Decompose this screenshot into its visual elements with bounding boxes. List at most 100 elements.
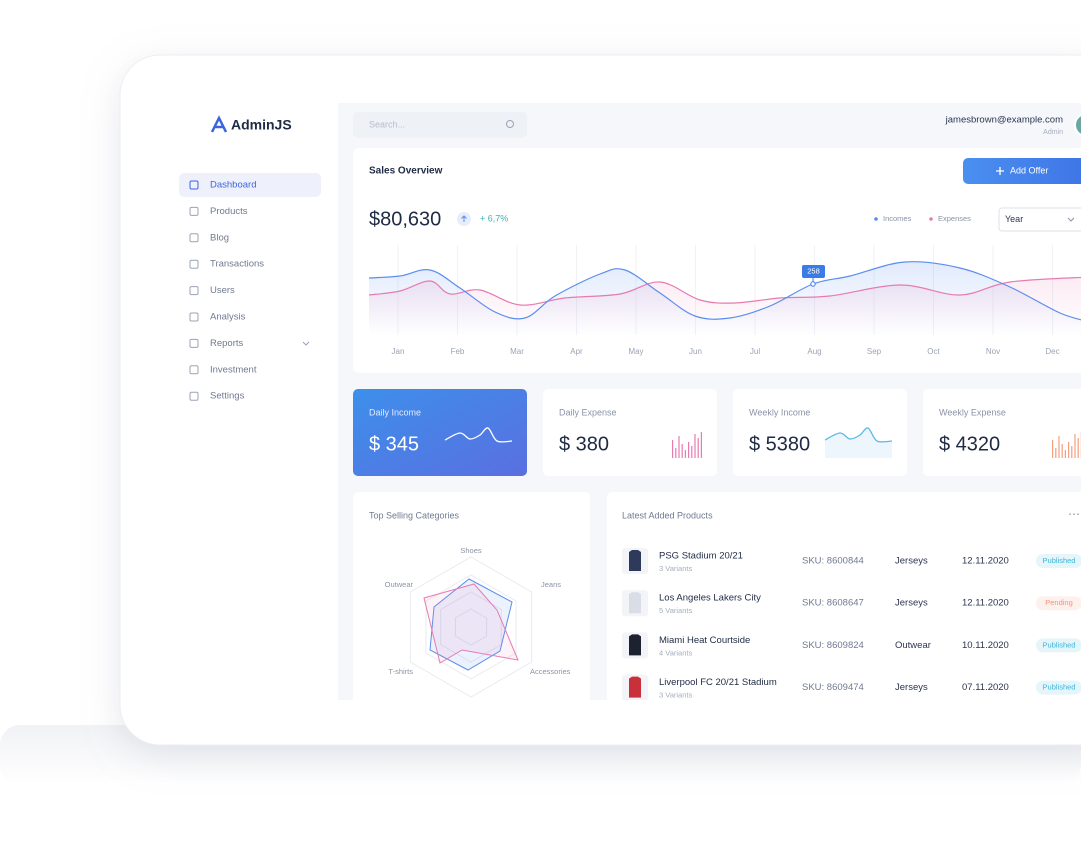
radar-axis-label: Shoes bbox=[460, 546, 482, 555]
sales-title: Sales Overview bbox=[369, 166, 443, 177]
expenses-area bbox=[369, 277, 1081, 335]
sparkbar bbox=[1077, 438, 1079, 458]
plus-icon bbox=[996, 167, 1004, 175]
nav-icon bbox=[189, 206, 199, 216]
status-pill bbox=[1036, 596, 1081, 611]
stat-label: Weekly Expense bbox=[939, 407, 1006, 417]
period-select[interactable] bbox=[998, 207, 1081, 232]
nav-item[interactable]: Reports bbox=[210, 338, 244, 349]
sparkbar bbox=[700, 432, 702, 458]
product-status: Published bbox=[1043, 683, 1076, 692]
nav-item[interactable]: Settings bbox=[210, 391, 245, 402]
product-variants: 5 Variants bbox=[659, 606, 692, 615]
nav-icon bbox=[189, 365, 199, 375]
legend-dot bbox=[929, 217, 933, 221]
sparkbar bbox=[1074, 434, 1076, 458]
stat-label: Weekly Income bbox=[749, 407, 810, 417]
top-selling-title: Top Selling Categories bbox=[369, 510, 460, 520]
stat-value: $ 345 bbox=[369, 433, 419, 455]
status-pill bbox=[1036, 680, 1081, 695]
incomes-line bbox=[368, 261, 1081, 321]
radar-axis-label: Outwear bbox=[385, 580, 414, 589]
stat-value: $ 4320 bbox=[939, 433, 1000, 455]
tooltip-value: 258 bbox=[807, 266, 820, 275]
sparkline-area bbox=[825, 427, 892, 458]
sparkbar bbox=[684, 450, 686, 458]
user-email: jamesbrown@example.com bbox=[945, 115, 1063, 126]
radar-expenses bbox=[423, 583, 519, 664]
nav-icon bbox=[189, 312, 199, 322]
sparkbar bbox=[678, 436, 680, 458]
nav-item[interactable]: Products bbox=[210, 206, 248, 217]
month-label: Oct bbox=[927, 347, 940, 356]
nav-item[interactable]: Dashboard bbox=[210, 180, 256, 191]
nav-item[interactable]: Investment bbox=[210, 364, 257, 375]
stat-card bbox=[733, 389, 907, 476]
stat-value: $ 380 bbox=[559, 433, 609, 455]
nav-item[interactable]: Analysis bbox=[210, 312, 246, 323]
product-date: 12.11.2020 bbox=[962, 598, 1009, 609]
legend-label: Expenses bbox=[938, 214, 971, 223]
product-sku: SKU: 8608647 bbox=[802, 598, 864, 609]
product-date: 07.11.2020 bbox=[962, 682, 1009, 693]
month-label: Jan bbox=[392, 347, 405, 356]
sparkbar bbox=[1064, 450, 1066, 458]
nav-item[interactable]: Transactions bbox=[210, 259, 264, 270]
add-offer-button[interactable] bbox=[963, 158, 1081, 184]
radar-grid bbox=[454, 608, 488, 646]
top-selling-card bbox=[353, 492, 590, 700]
period-label: Year bbox=[1005, 214, 1023, 224]
sparkbar bbox=[681, 444, 683, 458]
radar-grid bbox=[425, 574, 517, 680]
month-label: Aug bbox=[807, 347, 821, 356]
month-label: Nov bbox=[986, 347, 1000, 356]
products-card bbox=[607, 492, 1081, 700]
chevron bbox=[302, 341, 310, 346]
logo-icon bbox=[210, 115, 228, 133]
product-name: Miami Heat Courtside bbox=[659, 635, 750, 646]
sales-change: + 6,7% bbox=[480, 213, 508, 223]
product-name: PSG Stadium 20/21 bbox=[659, 551, 743, 562]
nav-icon bbox=[189, 286, 199, 296]
sparkbar bbox=[691, 446, 693, 458]
radar-grid bbox=[409, 556, 533, 698]
sales-total: $80,630 bbox=[369, 208, 441, 230]
product-image bbox=[629, 676, 641, 698]
sparkbar bbox=[672, 440, 674, 458]
sparkbar bbox=[697, 438, 699, 458]
sparkline bbox=[824, 427, 893, 443]
product-variants: 3 Variants bbox=[659, 564, 692, 573]
product-status: Published bbox=[1043, 640, 1076, 649]
stat-label: Daily Expense bbox=[559, 407, 617, 417]
product-image bbox=[629, 550, 641, 571]
products-title: Latest Added Products bbox=[622, 510, 713, 520]
product-sku: SKU: 8609474 bbox=[802, 682, 864, 693]
month-label: Dec bbox=[1045, 347, 1059, 356]
sparkbar bbox=[1052, 440, 1054, 458]
stat-card bbox=[543, 389, 717, 476]
status-pill bbox=[1036, 554, 1081, 568]
month-label: May bbox=[628, 347, 643, 356]
sparkbar bbox=[1068, 442, 1070, 458]
product-sku: SKU: 8600844 bbox=[802, 556, 864, 567]
product-image bbox=[629, 592, 641, 614]
search-box[interactable] bbox=[353, 112, 527, 138]
nav-item[interactable]: Blog bbox=[210, 232, 229, 243]
nav-icon bbox=[189, 180, 199, 190]
nav-icon bbox=[189, 338, 199, 348]
month-label: Apr bbox=[570, 347, 583, 356]
product-date: 12.11.2020 bbox=[962, 556, 1009, 567]
search-icon bbox=[506, 120, 514, 128]
nav-icon bbox=[189, 259, 199, 269]
nav-item[interactable]: Users bbox=[210, 285, 235, 296]
select-chevron bbox=[1067, 217, 1075, 222]
add-offer-label: Add Offer bbox=[1010, 165, 1048, 175]
sparkbar bbox=[675, 448, 677, 458]
expenses-line bbox=[368, 276, 1081, 306]
product-category: Jerseys bbox=[895, 682, 928, 693]
radar-grid bbox=[440, 591, 502, 663]
radar-incomes bbox=[429, 578, 513, 671]
month-label: Feb bbox=[451, 347, 465, 356]
